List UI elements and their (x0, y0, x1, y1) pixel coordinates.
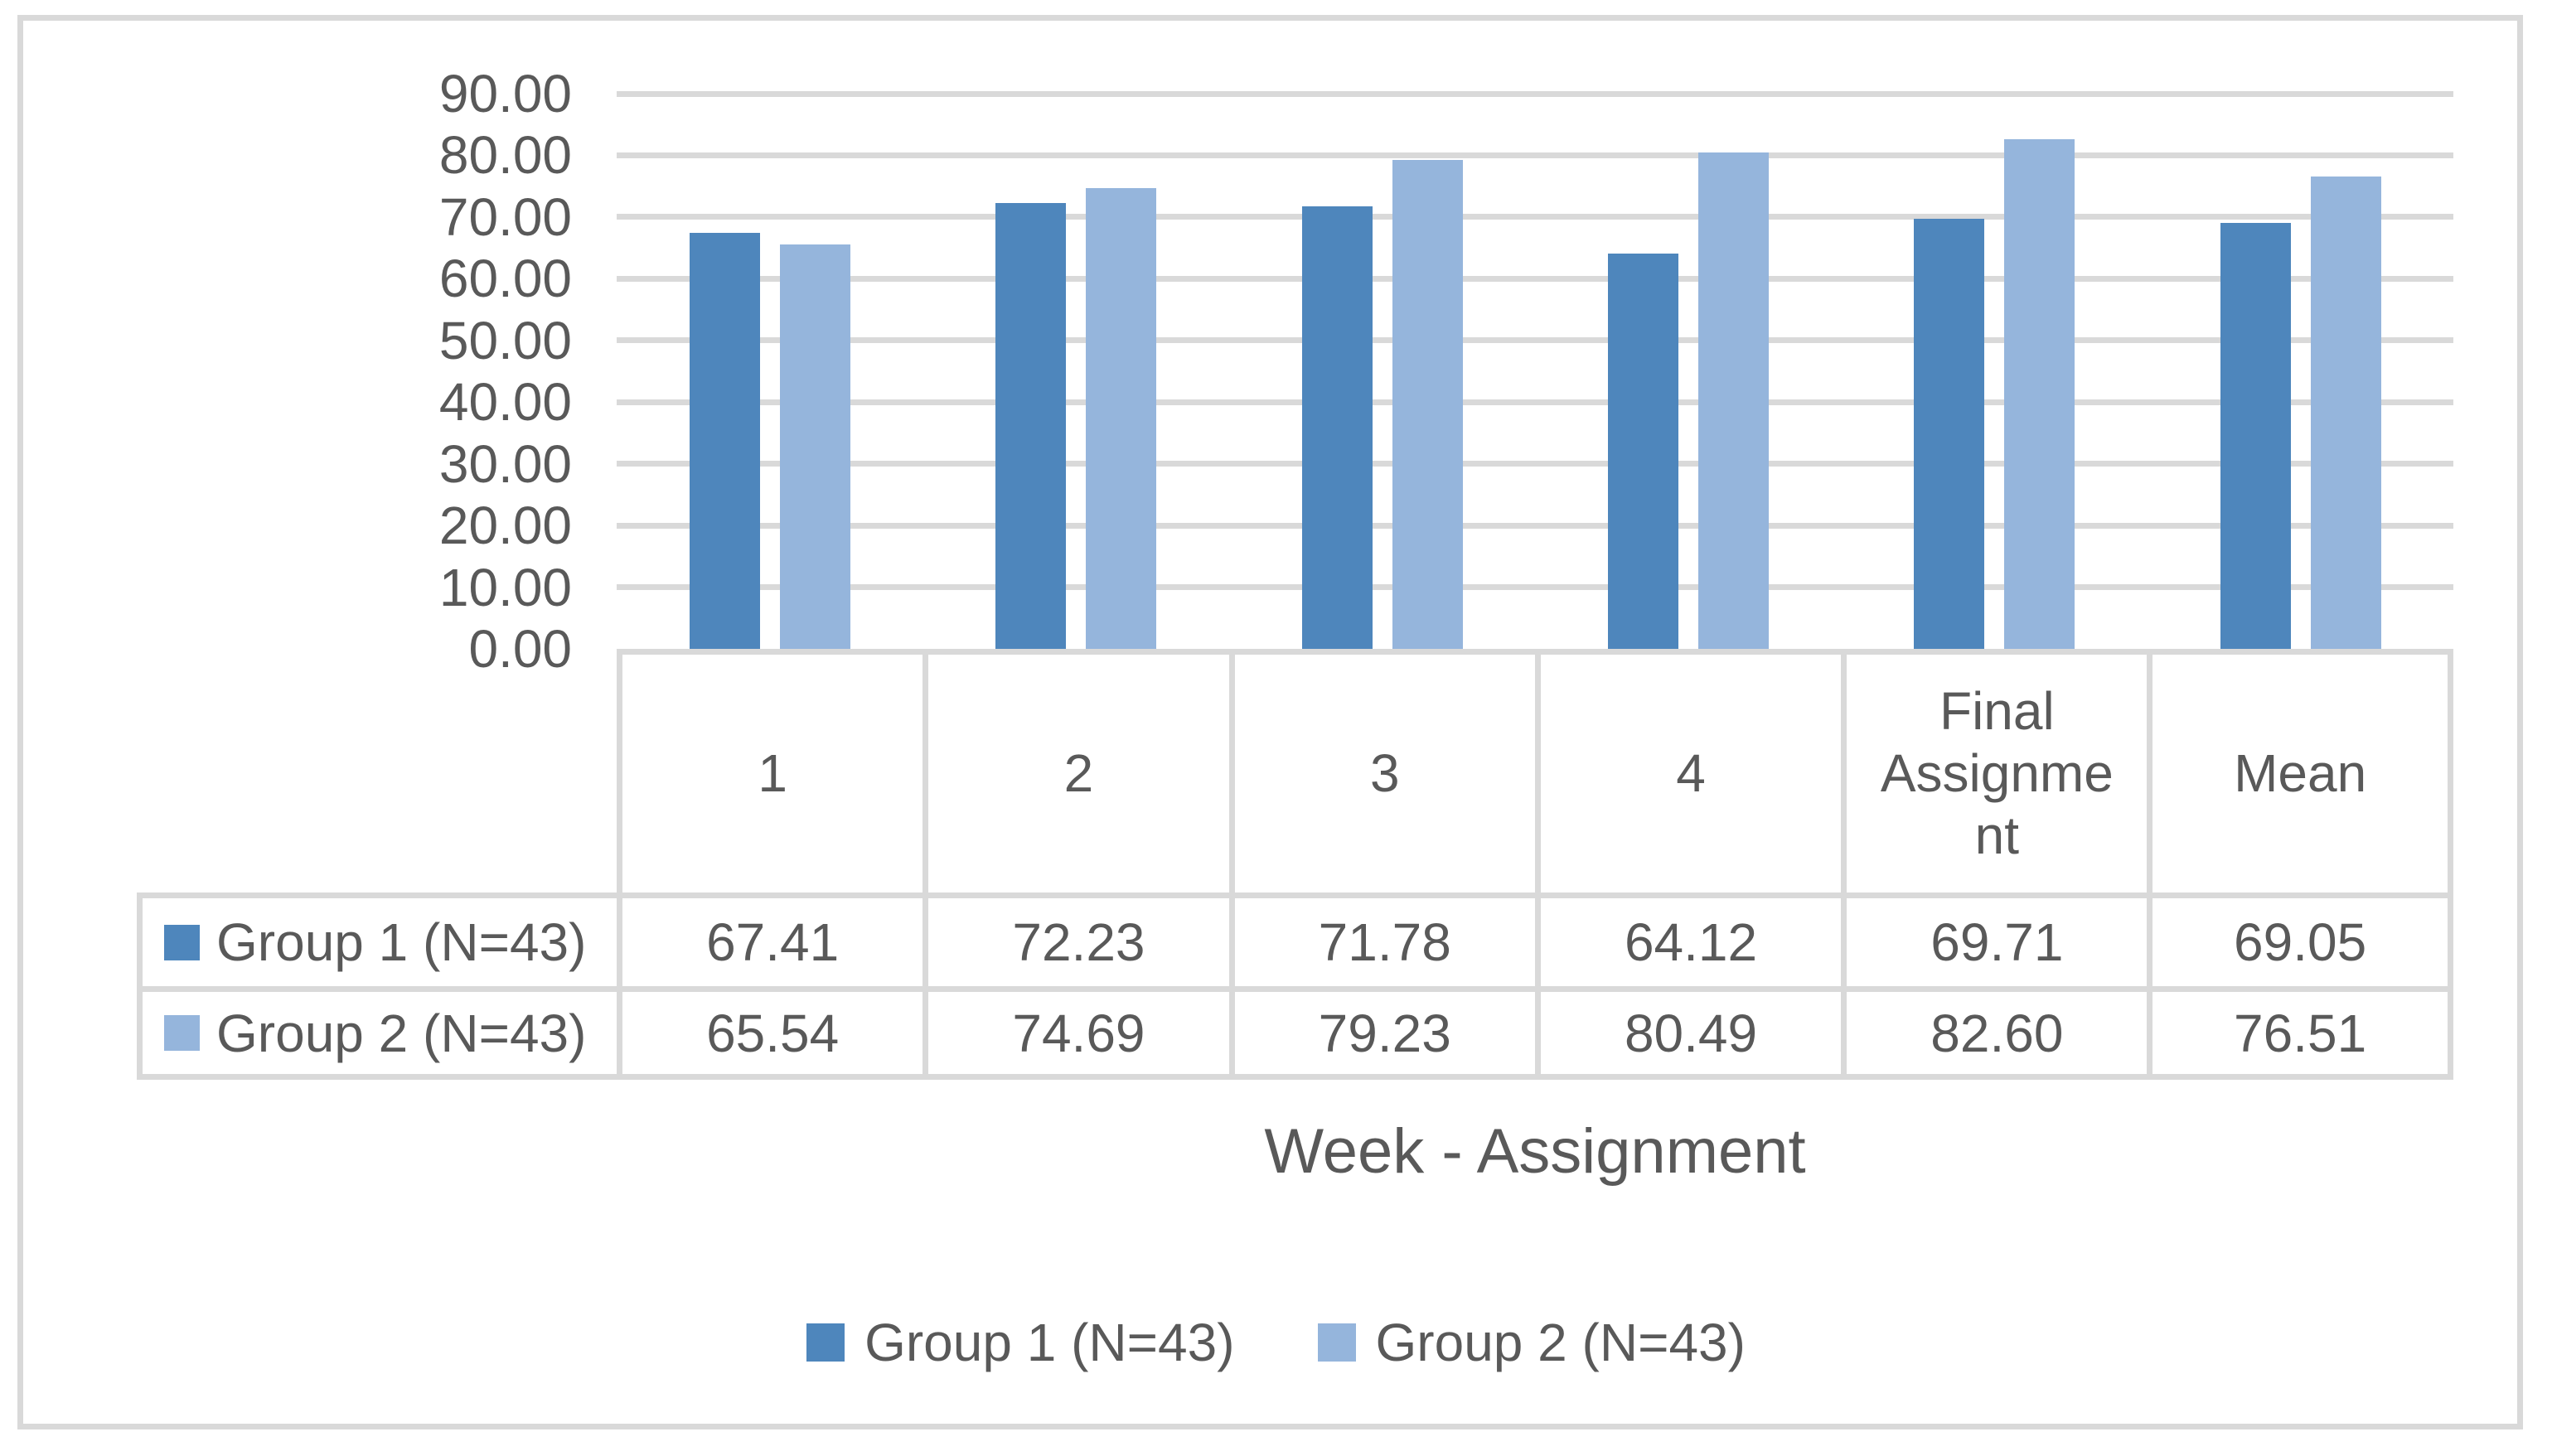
series-name-text: Group 2 (N=43) (216, 1003, 587, 1063)
bar-group-2-n-43-cat-5 (2004, 139, 2075, 649)
y-tick-label: 80.00 (438, 125, 572, 186)
chart-frame (17, 15, 2523, 1429)
table-value-cell: 74.69 (922, 986, 1229, 1080)
y-tick-label: 90.00 (438, 64, 572, 123)
bar-group-2-n-43-cat-4 (1697, 152, 1769, 649)
category-header-text: 2 (1063, 743, 1094, 804)
bar-group-1-n-43-cat-5 (1914, 219, 1985, 649)
table-value-cell: 71.78 (1228, 892, 1535, 986)
table-value-cell: 72.23 (922, 892, 1229, 986)
table-category-header: 4 (1534, 649, 1842, 892)
table-corner-cell (137, 649, 617, 892)
bar-group-2-n-43-cat-2 (1086, 187, 1157, 649)
y-tick-label: 60.00 (438, 249, 572, 309)
series-color-swatch (164, 1015, 200, 1051)
bar-group-1-n-43-cat-3 (1301, 206, 1373, 649)
bar-group-2-n-43-cat-1 (780, 244, 850, 649)
legend-swatch-icon (1317, 1323, 1356, 1362)
bar-group-1-n-43-cat-4 (1607, 253, 1678, 649)
y-tick-label: 40.00 (438, 372, 572, 433)
legend-label: Group 2 (N=43) (1375, 1313, 1746, 1372)
category-header-text: 1 (758, 743, 787, 804)
gridline (617, 214, 2453, 220)
gridline (617, 461, 2453, 467)
table-value-cell: 69.05 (2147, 892, 2453, 986)
legend: Group 1 (N=43) Group 2 (N=43) (0, 1309, 2552, 1376)
table-value-cell: 76.51 (2147, 986, 2453, 1080)
bar-group-1-n-43-cat-2 (995, 203, 1067, 649)
table-category-header: Mean (2147, 649, 2453, 892)
table-value-cell: 79.23 (1228, 986, 1535, 1080)
table-category-header: Final Assignment (1841, 649, 2148, 892)
y-tick-label: 70.00 (438, 186, 572, 247)
category-header-text: 4 (1676, 743, 1706, 804)
table-value-cell: 82.60 (1841, 986, 2148, 1080)
x-axis-title: Week - Assignment (1264, 1116, 1806, 1187)
table-value-cell: 64.12 (1534, 892, 1842, 986)
y-axis-tick-labels: 90.00 80.00 70.00 60.00 50.00 40.00 30.00 20.00… (249, 67, 572, 675)
bar-group-1-n-43-cat-6 (2220, 222, 2291, 649)
table-value-cell: 69.71 (1841, 892, 2148, 986)
legend-label: Group 1 (N=43) (864, 1313, 1235, 1372)
table-category-header: 2 (922, 649, 1229, 892)
bar-group-1-n-43-cat-1 (690, 233, 760, 649)
table-category-header: 3 (1228, 649, 1535, 892)
bar-group-2-n-43-cat-6 (2310, 177, 2381, 649)
gridline (617, 399, 2453, 405)
table-value-cell: 67.41 (617, 892, 923, 986)
category-header-text: 3 (1369, 743, 1400, 804)
legend-item: Group 1 (N=43) (806, 1313, 1235, 1372)
gridline (617, 152, 2453, 158)
gridline (617, 275, 2453, 282)
legend-swatch-icon (806, 1323, 845, 1362)
series-color-swatch (164, 924, 200, 960)
table-value-cell: 65.54 (617, 986, 923, 1080)
series-name-text: Group 1 (N=43) (216, 912, 587, 972)
data-table: 1 2 3 4 Final Assignment Mean Group 1 (N=43) 67… (137, 649, 2453, 1080)
bar-group-2-n-43-cat-3 (1392, 160, 1463, 649)
gridline (617, 337, 2453, 344)
gridline (617, 584, 2453, 591)
y-tick-label: 50.00 (438, 310, 572, 370)
y-tick-label: 10.00 (438, 557, 572, 617)
plot-area (617, 90, 2453, 649)
category-header-text: Final Assignment (1880, 681, 2114, 865)
y-tick-label: 30.00 (438, 433, 572, 494)
table-series-label: Group 1 (N=43) (137, 892, 617, 986)
y-tick-label: 0.00 (468, 619, 572, 679)
table-category-header: 1 (617, 649, 923, 892)
table-value-cell: 80.49 (1534, 986, 1842, 1080)
category-header-text: Mean (2234, 743, 2367, 804)
gridline (617, 522, 2453, 529)
table-series-label: Group 2 (N=43) (137, 986, 617, 1080)
gridline (617, 90, 2453, 97)
legend-item: Group 2 (N=43) (1317, 1313, 1746, 1372)
y-tick-label: 20.00 (438, 496, 572, 556)
